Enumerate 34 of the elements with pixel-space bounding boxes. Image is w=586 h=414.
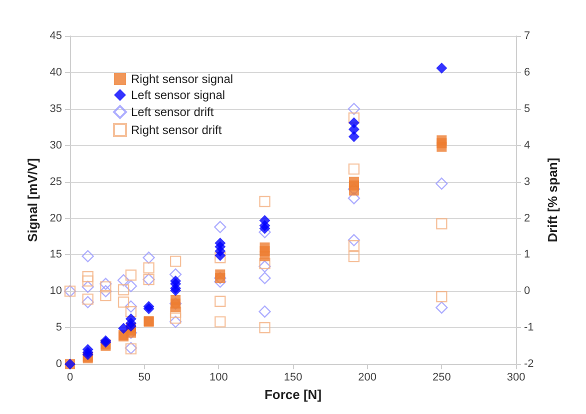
y-tick-label: 45: [50, 30, 62, 42]
y2-tick-label: 3: [524, 176, 530, 188]
y-tick-label: 40: [50, 66, 62, 78]
x-tick-label: 150: [284, 372, 302, 384]
y-tick-label: 20: [50, 212, 62, 224]
y2-tick-label: 2: [524, 212, 530, 224]
y-tick-label: 5: [56, 322, 62, 334]
y2-tick-label: -2: [524, 358, 534, 370]
y2-tick-label: 1: [524, 248, 530, 261]
x-axis-title: Force [N]: [264, 387, 322, 402]
y2-tick-label: 0: [524, 285, 530, 298]
y-tick-label: 10: [50, 285, 62, 298]
y-tick-label: 15: [50, 248, 62, 261]
y-tick-label: 30: [50, 139, 62, 152]
x-tick-label: 50: [138, 372, 150, 384]
y-tick-label: 25: [50, 176, 62, 188]
legend-label: Left sensor signal: [131, 88, 226, 102]
x-tick-label: 300: [506, 372, 526, 384]
x-tick-label: 100: [209, 372, 228, 384]
y2-tick-label: 5: [524, 102, 530, 115]
legend-label: Left sensor drift: [131, 105, 214, 119]
y-axis-title: Signal [mV/V]: [24, 158, 40, 242]
y2-tick-label: -1: [524, 322, 534, 334]
legend-label: Right sensor signal: [131, 72, 234, 86]
x-tick-label: 0: [66, 372, 74, 384]
y-tick-label: 0: [56, 358, 62, 370]
y-tick-label: 35: [50, 102, 62, 115]
y2-tick-label: 4: [524, 139, 530, 152]
y2-axis-title: Drift [% span]: [545, 158, 560, 242]
x-tick-label: 250: [432, 372, 451, 384]
y2-tick-label: 7: [524, 30, 530, 42]
legend-label: Right sensor drift: [131, 123, 222, 137]
x-tick-label: 200: [358, 372, 377, 384]
y2-tick-label: 6: [524, 66, 530, 78]
